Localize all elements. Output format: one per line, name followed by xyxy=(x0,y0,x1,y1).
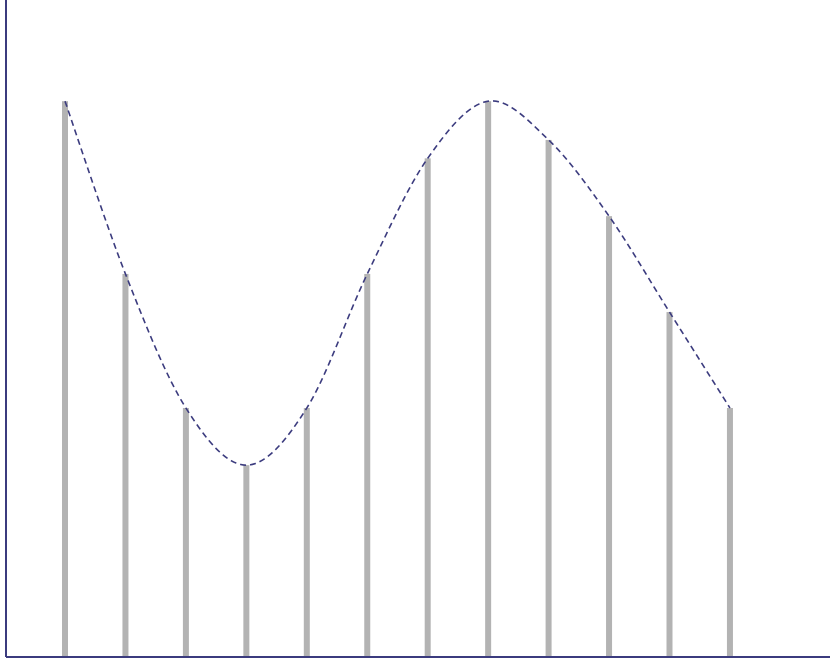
bar xyxy=(485,101,492,658)
bar xyxy=(545,139,552,658)
bar xyxy=(726,407,733,657)
trend-curve xyxy=(64,100,731,466)
bar xyxy=(122,273,129,657)
bar xyxy=(364,273,371,657)
bar xyxy=(243,465,250,657)
bar xyxy=(424,158,431,657)
bar xyxy=(666,312,673,657)
bar xyxy=(62,101,68,658)
bar xyxy=(606,216,613,657)
bar xyxy=(182,407,189,657)
bar xyxy=(303,407,310,657)
